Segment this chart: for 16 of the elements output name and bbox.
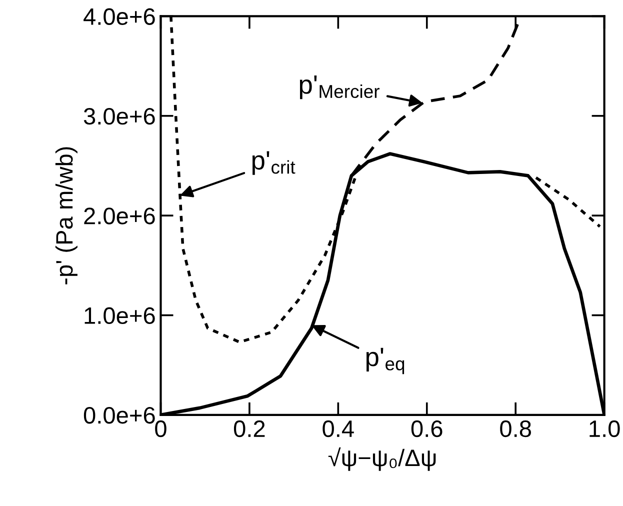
annotation: p'$_{crit}$ <box>252 151 296 175</box>
y-tick-label: 3.0e+6 <box>84 108 155 125</box>
x-tick-label: 0.8 <box>500 420 531 438</box>
y-tick-label: 0.0e+6 <box>84 406 155 424</box>
x-tick-label: 0.2 <box>234 420 265 438</box>
y-tick-label: 1.0e+6 <box>84 307 155 324</box>
annotation: p'$_{Mercier}$ <box>300 76 380 100</box>
x-axis-title: √ψ−ψ₀/Δψ <box>328 447 436 471</box>
y-tick-label: 4.0e+6 <box>84 8 155 25</box>
annotation: p'$_{eq}$ <box>366 348 404 374</box>
y-axis-title: -p' (Pa m/wb) <box>55 147 78 284</box>
y-tick-label: 2.0e+6 <box>84 208 155 224</box>
x-tick-label: 0.4 <box>322 420 354 438</box>
x-tick-label: 0.6 <box>411 420 442 438</box>
x-tick-label: 0 <box>155 420 166 438</box>
x-tick-label: 1.0 <box>590 420 620 438</box>
